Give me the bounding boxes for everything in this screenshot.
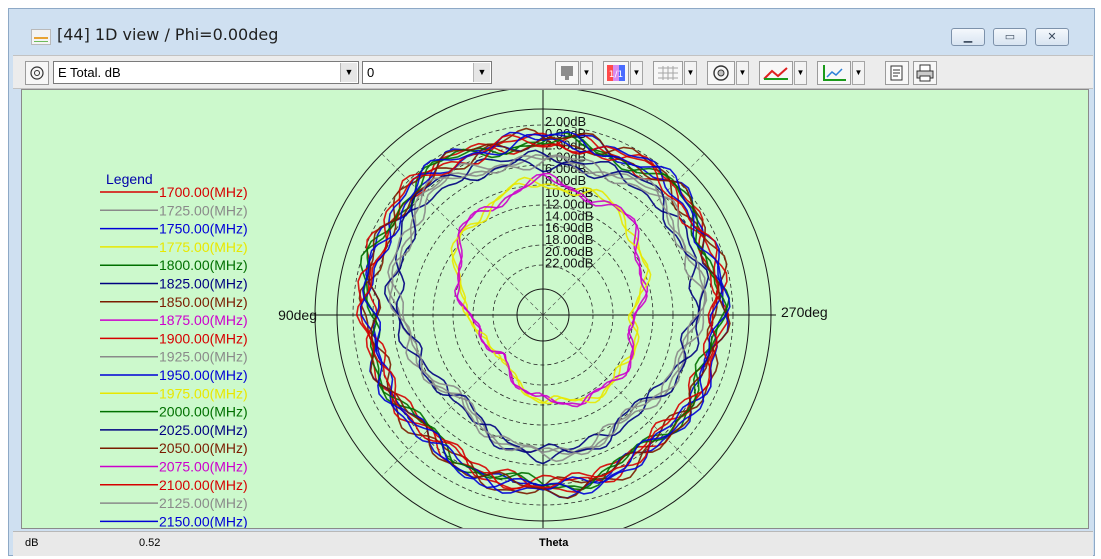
color-scale-icon: 1/1	[607, 65, 625, 81]
legend-item: 1800.00(MHz)	[159, 257, 248, 273]
polar-plot-area[interactable]: 0deg270deg90deg180deg2.00dB0.00dB2.00dB4…	[21, 89, 1089, 529]
print-icon	[916, 64, 934, 82]
angle-label-left: 90deg	[278, 307, 317, 323]
zoom-label: 1/1	[609, 70, 623, 80]
grid-button[interactable]	[653, 61, 683, 85]
legend-item: 2050.00(MHz)	[159, 440, 248, 456]
series-trace	[383, 149, 710, 454]
chevron-down-icon: ▼	[582, 68, 591, 77]
angle-label-right: 270deg	[781, 304, 828, 320]
status-value: 0.52	[139, 537, 161, 549]
legend-item: 2150.00(MHz)	[159, 513, 248, 529]
series-trace	[394, 157, 700, 465]
index-select-value: 0	[367, 65, 375, 80]
axis-icon	[823, 65, 846, 81]
legend-item: 1900.00(MHz)	[159, 330, 248, 346]
legend-item: 1750.00(MHz)	[159, 221, 248, 237]
window-title: [44] 1D view / Phi=0.00deg	[57, 25, 279, 44]
quantity-select-value: E Total. dB	[58, 65, 121, 80]
radial-label: 22.00dB	[545, 256, 593, 271]
legend-item: 1975.00(MHz)	[159, 385, 248, 401]
maximize-icon: ▭	[1004, 31, 1016, 43]
legend-item: 1700.00(MHz)	[159, 184, 248, 200]
peak-marker-button[interactable]	[759, 61, 793, 85]
series-trace	[355, 134, 719, 491]
status-axis: Theta	[539, 537, 569, 549]
polar-plot-icon	[30, 66, 44, 80]
legend-item: 1950.00(MHz)	[159, 367, 248, 383]
radial-label: 14.00dB	[545, 208, 593, 223]
axis-button[interactable]	[817, 61, 851, 85]
legend-item: 2025.00(MHz)	[159, 422, 248, 438]
legend-item: 2125.00(MHz)	[159, 495, 248, 511]
peak-marker-icon	[763, 67, 788, 80]
maximize-button[interactable]: ▭	[993, 28, 1027, 46]
radial-label: 18.00dB	[545, 232, 593, 247]
view-mode-icon	[561, 66, 573, 80]
copy-button[interactable]	[885, 61, 909, 85]
series-trace	[454, 172, 648, 408]
legend-item: 2075.00(MHz)	[159, 459, 248, 475]
quantity-select[interactable]: E Total. dB ▼	[53, 61, 359, 84]
title-bar[interactable]: [44] 1D view / Phi=0.00deg ▁ ▭ ✕	[9, 9, 1094, 55]
polar-chart: 0deg270deg90deg180deg2.00dB0.00dB2.00dB4…	[100, 90, 828, 529]
radial-label: 2.00dB	[545, 114, 586, 129]
index-select[interactable]: 0 ▼	[362, 61, 492, 84]
toolbar: E Total. dB ▼ 0 ▼ ▼ 1/1 ▼ ▼ ▼ ▼ ▼	[13, 55, 1093, 89]
status-unit: dB	[25, 537, 39, 549]
legend-item: 1875.00(MHz)	[159, 312, 248, 328]
status-bar: dB 0.52 Theta	[13, 531, 1093, 556]
chevron-down-icon: ▼	[340, 63, 357, 82]
chevron-down-icon: ▼	[686, 68, 695, 77]
close-button[interactable]: ✕	[1035, 28, 1069, 46]
series-trace	[387, 154, 706, 463]
minimize-button[interactable]: ▁	[951, 28, 985, 46]
chevron-down-icon: ▼	[854, 68, 863, 77]
grid-icon	[658, 66, 678, 80]
legend-item: 1725.00(MHz)	[159, 202, 248, 218]
view-3d-dropdown[interactable]: ▼	[736, 61, 749, 85]
legend-item: 1850.00(MHz)	[159, 294, 248, 310]
color-scale-dropdown[interactable]: ▼	[630, 61, 643, 85]
series-trace	[361, 130, 731, 495]
legend-item: 1775.00(MHz)	[159, 239, 248, 255]
chevron-down-icon: ▼	[632, 68, 641, 77]
polar-mode-button[interactable]	[25, 61, 49, 85]
radial-label: 16.00dB	[545, 220, 593, 235]
chevron-down-icon: ▼	[796, 68, 805, 77]
minimize-icon: ▁	[963, 31, 973, 43]
axis-dropdown[interactable]: ▼	[852, 61, 865, 85]
polar-view-window: [44] 1D view / Phi=0.00deg ▁ ▭ ✕ E Total…	[8, 8, 1095, 556]
legend-item: 2100.00(MHz)	[159, 477, 248, 493]
view-3d-button[interactable]	[707, 61, 735, 85]
legend-item: 1925.00(MHz)	[159, 349, 248, 365]
series-trace	[450, 176, 652, 405]
grid-dropdown[interactable]: ▼	[684, 61, 697, 85]
copy-icon	[890, 65, 903, 81]
radial-label: 12.00dB	[545, 197, 593, 212]
peak-marker-dropdown[interactable]: ▼	[794, 61, 807, 85]
chevron-down-icon: ▼	[473, 63, 490, 82]
polar-axis-diagonal	[381, 153, 705, 477]
display-mode-dropdown[interactable]: ▼	[580, 61, 593, 85]
series-trace	[367, 132, 731, 500]
legend-item: 1825.00(MHz)	[159, 276, 248, 292]
legend-title: Legend	[106, 171, 153, 187]
view-3d-icon	[713, 65, 729, 81]
series-trace	[388, 155, 708, 456]
radial-label: 6.00dB	[545, 161, 586, 176]
print-button[interactable]	[913, 61, 937, 85]
chevron-down-icon: ▼	[738, 68, 747, 77]
app-icon	[31, 29, 51, 45]
close-icon: ✕	[1047, 31, 1057, 43]
radial-label: 20.00dB	[545, 244, 593, 259]
display-mode-button[interactable]	[555, 61, 579, 85]
legend-item: 2000.00(MHz)	[159, 404, 248, 420]
color-scale-button[interactable]: 1/1	[603, 61, 629, 85]
